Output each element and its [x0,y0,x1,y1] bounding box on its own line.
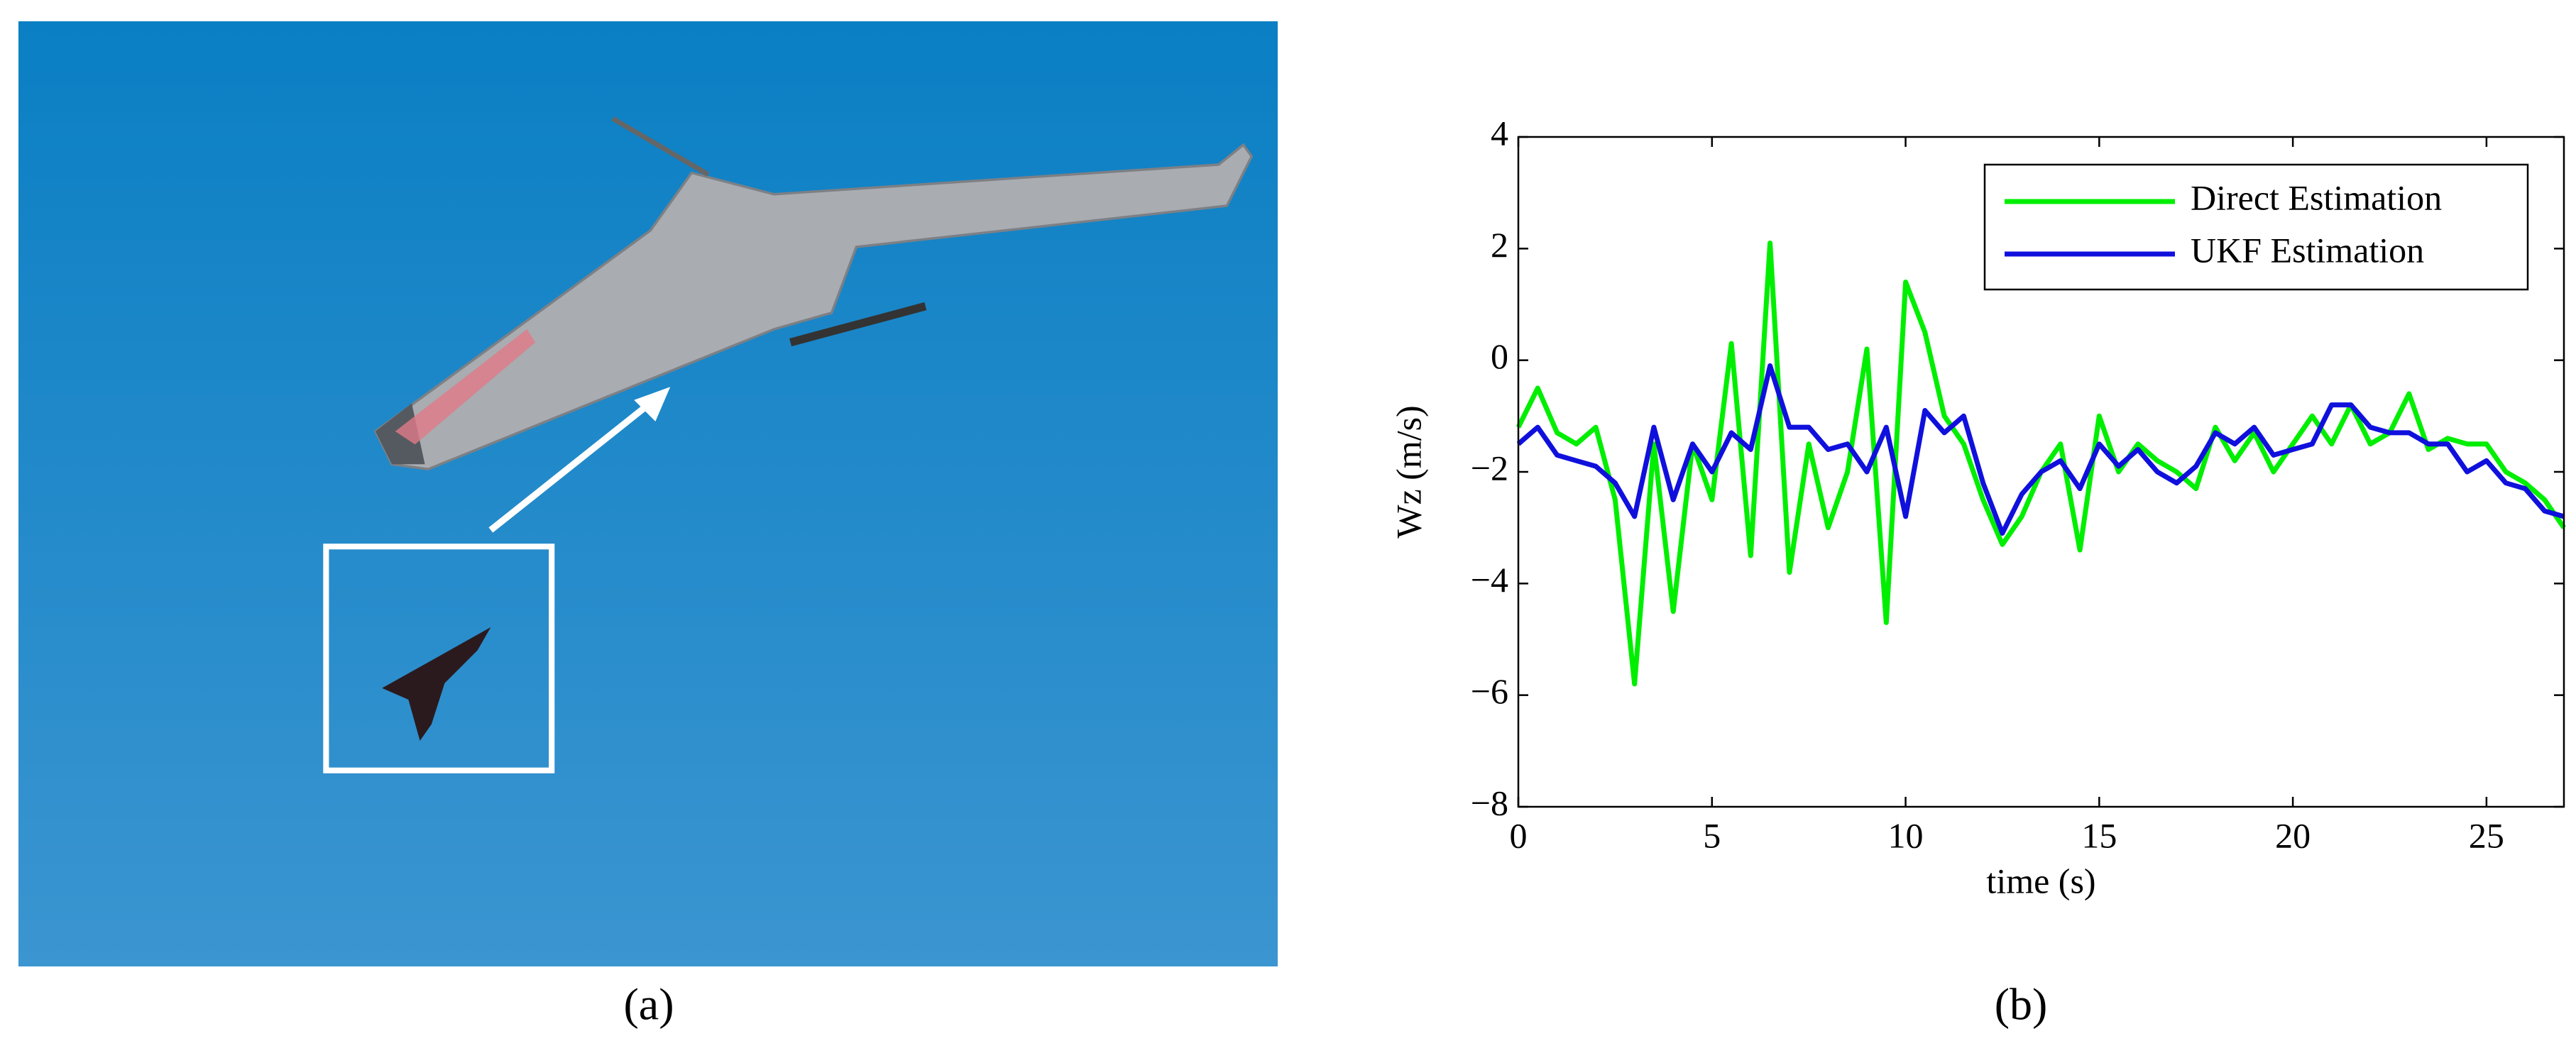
x-tick-label: 25 [2469,815,2504,855]
legend-label: UKF Estimation [2191,230,2424,270]
data-line [1516,363,2565,536]
y-tick-label: −6 [1471,671,1508,711]
legend-label: Direct Estimation [2191,177,2442,217]
propeller [789,302,927,347]
y-tick-label: 2 [1491,225,1508,265]
legend-box [1983,163,2529,291]
large-drone [373,143,1254,470]
y-tick-label: 4 [1491,113,1508,153]
drone-illustration [323,116,1254,773]
panel-label: (b) [1995,979,2048,1030]
antenna [611,116,710,177]
x-axis-label: time (s) [1986,861,2095,900]
y-axis-label: Wz (m/s) [1388,405,1428,538]
x-tick-label: 5 [1703,815,1721,855]
wing-stripe [395,329,535,445]
highlight-box [323,544,555,773]
y-tick-label: −2 [1471,448,1508,487]
photo [18,21,1278,966]
plot-frame [1517,136,2565,808]
sky [18,21,1278,966]
x-tick-label: 20 [2275,815,2311,855]
arrow-line [488,399,654,533]
arrow-head [634,387,671,421]
x-tick-label: 15 [2081,815,2117,855]
y-tick-label: 0 [1491,336,1508,376]
y-tick-label: −4 [1471,560,1508,600]
data-line [1516,241,2566,687]
x-tick-label: 10 [1888,815,1924,855]
y-tick-label: −8 [1471,783,1508,822]
panel-label: (a) [623,979,674,1030]
small-drone [382,627,491,741]
x-tick-label: 0 [1510,815,1528,855]
